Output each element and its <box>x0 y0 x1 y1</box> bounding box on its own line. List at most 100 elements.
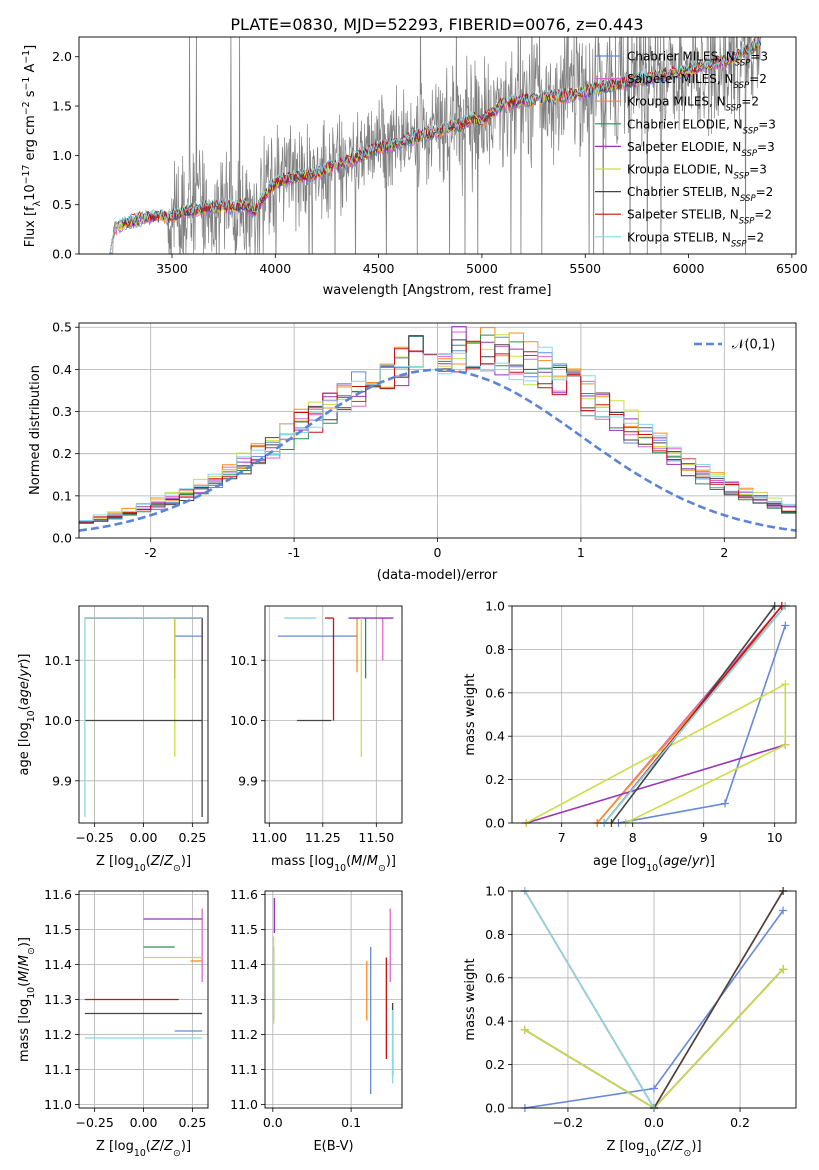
x-axis-label-part: Z <box>163 854 174 869</box>
x-axis-label-part: 10 <box>646 863 658 874</box>
axes-frame <box>511 605 797 824</box>
y-tick-label: 10.1 <box>44 653 72 668</box>
model-spectrum-5 <box>109 40 762 254</box>
y-axis-label-part: age <box>17 681 32 705</box>
mass-weight-marker <box>779 906 788 915</box>
x-axis-label-part: ( <box>656 1139 661 1154</box>
axes-frame <box>78 36 797 255</box>
legend-label-base: Salpeter STELIB, N <box>627 208 739 222</box>
legend-label-sub: SSP <box>734 172 750 182</box>
y-tick-label: 11.4 <box>44 957 72 972</box>
legend-label-tail: =2 <box>741 95 759 109</box>
y-axis-label: mass [log10(M/M⊙)] <box>17 937 37 1062</box>
x-tick-label: 0.25 <box>178 1115 206 1130</box>
mass-weight-marker <box>781 740 790 749</box>
mass-weight-marker <box>520 1025 529 1034</box>
legend-label-sub: SSP <box>731 239 747 249</box>
x-axis-label-part: 10 <box>134 1148 146 1159</box>
x-tick-label: 0.2 <box>730 1115 750 1130</box>
x-axis-label-part: / <box>687 854 692 869</box>
y-tick-label: 0.3 <box>52 404 72 419</box>
x-tick-label: 3500 <box>156 261 188 276</box>
legend-label-base: Chabrier STELIB, N <box>627 185 740 199</box>
x-tick-label: 9 <box>700 830 708 845</box>
mass-weight-line-6 <box>653 891 784 1108</box>
legend-label-base: Chabrier ELODIE, N <box>627 117 743 131</box>
y-axis-label-part: )] <box>17 937 32 947</box>
x-axis-label-part: Z [log <box>96 1139 134 1154</box>
y-tick-label: 1.0 <box>52 148 72 163</box>
mass-weight-line-5 <box>524 968 784 1108</box>
x-axis-label-part: M <box>351 854 362 869</box>
x-axis-label: wavelength [Angstrom, rest frame] <box>323 283 552 298</box>
x-tick-label: 7 <box>558 830 566 845</box>
x-axis-label-part: ( <box>146 1139 151 1154</box>
y-tick-label: 11.2 <box>44 1027 72 1042</box>
axes-frame <box>511 890 797 1109</box>
x-tick-label: 1 <box>577 545 585 560</box>
y-tick-label: 11.5 <box>44 922 72 937</box>
mass-weight-marker <box>781 621 790 630</box>
x-axis-label: Z [log10(Z/Z⊙)] <box>96 854 191 874</box>
y-axis-label-part: ( <box>17 982 32 987</box>
x-axis-label-part: Z <box>660 1139 671 1154</box>
x-tick-label: 11.25 <box>305 830 341 845</box>
mass-weight-line-8 <box>603 606 786 823</box>
model-spectrum-6 <box>109 39 762 254</box>
mass-weight-marker <box>721 799 729 808</box>
y-tick-label: 11.6 <box>230 887 258 902</box>
x-tick-label: 0.0 <box>263 1115 283 1130</box>
y-tick-label: 11.3 <box>44 992 72 1007</box>
y-tick-label: 0.6 <box>485 685 505 700</box>
y-tick-label: 2.0 <box>52 49 72 64</box>
x-axis-label-part: )] <box>691 1139 701 1154</box>
x-axis-label-part: )] <box>181 1139 191 1154</box>
y-tick-label: 11.5 <box>230 922 258 937</box>
y-tick-label: 10.1 <box>230 653 258 668</box>
y-axis-label-part: λ <box>32 200 43 206</box>
observed-spectrum <box>110 37 761 254</box>
x-tick-label: 0.0 <box>644 1115 664 1130</box>
y-axis-label-part: −1 <box>21 77 32 91</box>
plot-area-age_vs_Z <box>79 606 208 823</box>
x-axis-label-part: )] <box>386 854 396 869</box>
x-axis-label-part: 10 <box>134 863 146 874</box>
x-axis-label-part: Z <box>150 854 161 869</box>
x-tick-label: 0.25 <box>178 830 206 845</box>
y-tick-label: 0.4 <box>52 362 72 377</box>
legend-label-base: Salpeter MILES, N <box>627 72 734 86</box>
y-axis-label-part: 10 <box>26 710 37 722</box>
legend-label-tail: =3 <box>757 140 775 154</box>
legend-label-sub: SSP <box>734 81 750 91</box>
y-axis-label-part: 10 <box>26 987 37 999</box>
plot-area-spectrum <box>109 37 762 254</box>
x-tick-label: 5000 <box>466 261 498 276</box>
legend-label-sub: SSP <box>741 149 757 159</box>
y-tick-label: 0.0 <box>52 247 72 262</box>
axes-frame <box>78 890 209 1109</box>
x-axis-label-part: ( <box>346 854 351 869</box>
y-tick-label: 1.0 <box>485 599 505 614</box>
y-axis-label-part: )] <box>17 653 32 663</box>
y-tick-label: 11.0 <box>44 1097 72 1112</box>
mass-weight-line-4 <box>525 744 786 823</box>
x-axis-label-part: )] <box>181 854 191 869</box>
y-tick-label: 0.8 <box>485 927 505 942</box>
y-tick-label: 0.6 <box>485 970 505 985</box>
x-tick-label: −0.25 <box>75 830 113 845</box>
x-axis-label-part: )] <box>705 854 715 869</box>
y-axis-label-part: ( <box>17 705 32 710</box>
y-tick-label: 0.4 <box>485 729 505 744</box>
x-axis-label-part: M <box>367 854 378 869</box>
y-axis-label-part: yr <box>17 662 32 678</box>
plot-area-mass_vs_Z <box>79 891 208 1108</box>
x-tick-label: 2 <box>720 545 728 560</box>
y-axis-label-part: M <box>17 955 32 966</box>
legend-label-0: Chabrier MILES, NSSP=3 <box>627 50 768 69</box>
mass-weight-marker <box>781 680 790 689</box>
legend-label-sub: SSP <box>739 217 755 227</box>
x-tick-label: 5500 <box>569 261 601 276</box>
y-tick-label: 0.4 <box>485 1014 505 1029</box>
